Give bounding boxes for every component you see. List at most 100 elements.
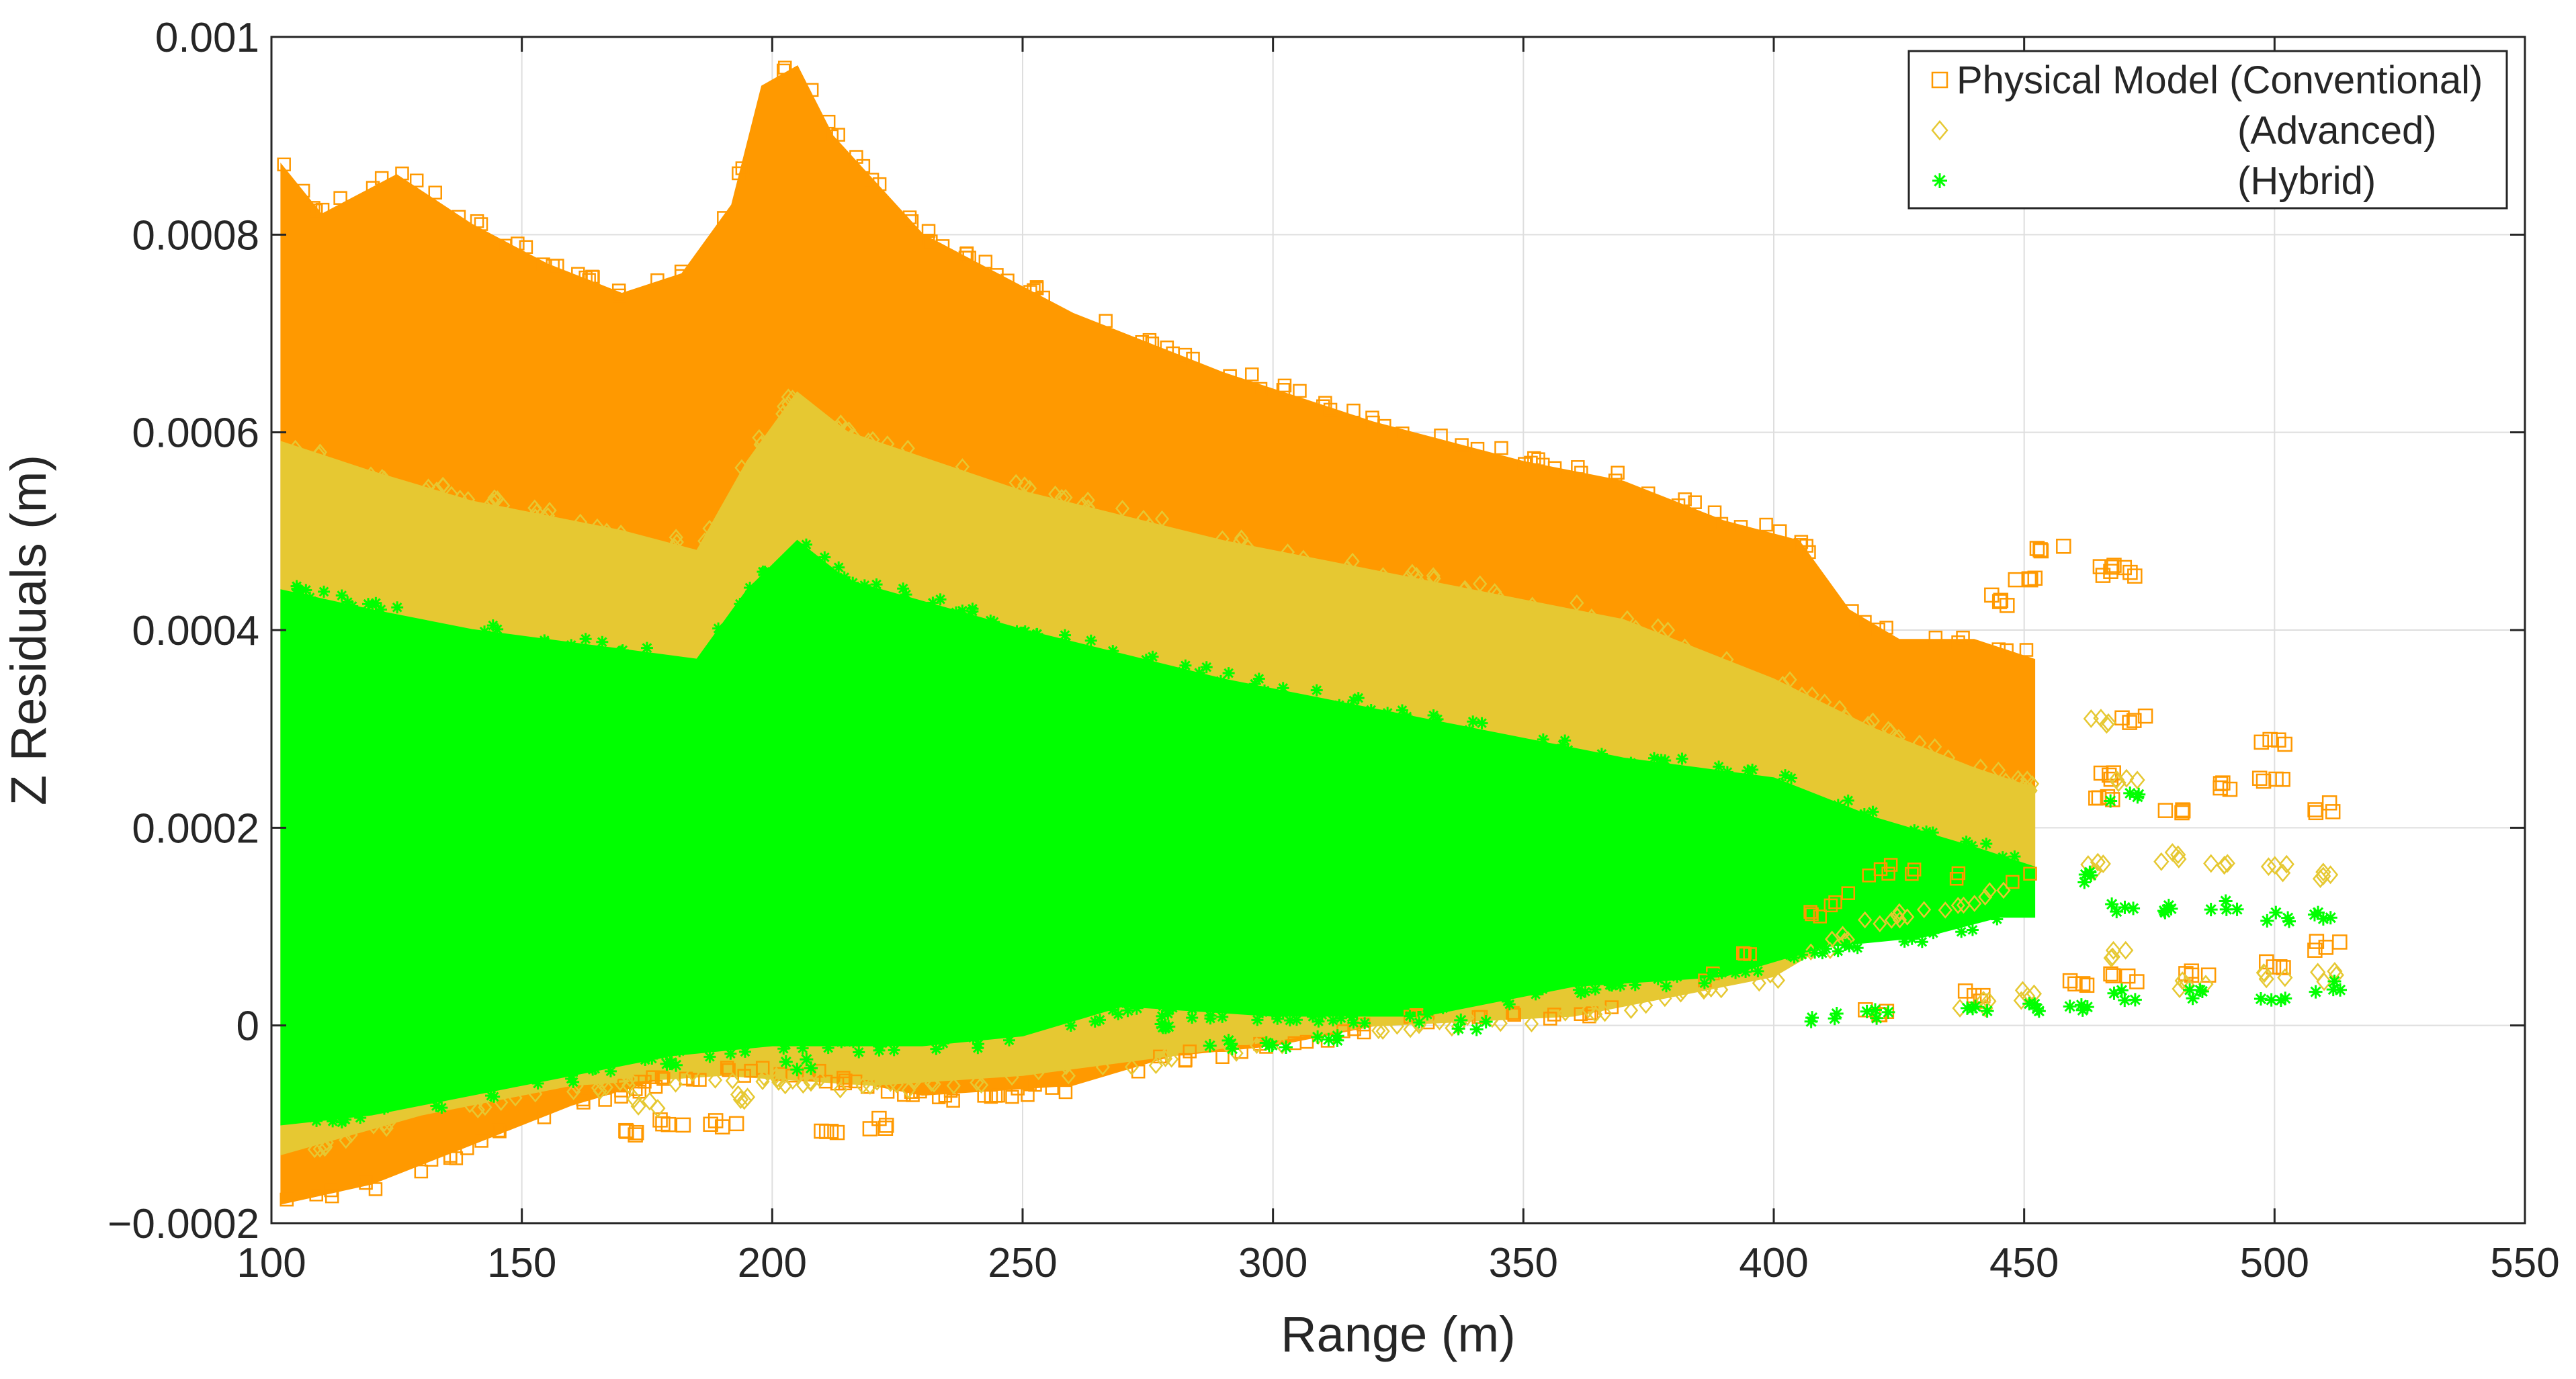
data-point bbox=[720, 1061, 734, 1075]
data-point bbox=[1982, 882, 1997, 899]
data-point bbox=[339, 1131, 353, 1149]
data-point bbox=[377, 1114, 392, 1132]
x-tick-label: 250 bbox=[988, 1240, 1057, 1286]
data-point bbox=[589, 1063, 601, 1075]
data-point bbox=[2137, 708, 2153, 724]
data-point bbox=[978, 255, 993, 269]
data-point bbox=[804, 1061, 818, 1075]
data-point bbox=[1277, 682, 1289, 695]
data-point bbox=[735, 161, 750, 175]
data-point bbox=[1265, 1038, 1279, 1052]
data-point bbox=[2131, 790, 2145, 804]
data-point bbox=[1455, 438, 1469, 452]
data-point bbox=[2274, 863, 2291, 883]
data-point bbox=[2088, 790, 2104, 806]
data-point bbox=[707, 1071, 723, 1089]
data-point bbox=[908, 1072, 922, 1090]
data-point bbox=[1432, 1013, 1447, 1030]
data-point bbox=[1996, 881, 2011, 899]
data-point bbox=[930, 1042, 943, 1055]
data-point bbox=[2316, 911, 2330, 926]
data-point bbox=[959, 246, 974, 261]
data-point bbox=[1719, 651, 1734, 668]
data-point bbox=[536, 257, 550, 271]
data-point bbox=[732, 166, 746, 181]
data-point bbox=[2200, 967, 2217, 983]
data-point bbox=[1556, 739, 1569, 752]
data-point bbox=[1270, 1007, 1283, 1020]
data-point bbox=[2023, 866, 2037, 881]
x-tick-label: 100 bbox=[237, 1240, 306, 1286]
data-point bbox=[312, 443, 327, 461]
data-point bbox=[2114, 983, 2129, 997]
data-point bbox=[1838, 938, 1851, 951]
data-point bbox=[938, 1089, 953, 1103]
data-point bbox=[1436, 1002, 1449, 1014]
data-point bbox=[1865, 712, 1881, 730]
data-point bbox=[1060, 637, 1072, 650]
data-point bbox=[1463, 723, 1476, 736]
data-point bbox=[309, 204, 323, 218]
data-point bbox=[1485, 1010, 1500, 1028]
data-point bbox=[1200, 661, 1213, 674]
data-point bbox=[779, 1055, 793, 1069]
data-point bbox=[838, 420, 853, 438]
data-point bbox=[822, 1042, 834, 1055]
data-point bbox=[1296, 549, 1311, 568]
data-point bbox=[1400, 569, 1415, 587]
data-point bbox=[1290, 1014, 1303, 1026]
data-point bbox=[1657, 760, 1670, 773]
data-point bbox=[2022, 997, 2036, 1011]
data-point bbox=[1223, 369, 1237, 384]
data-point bbox=[1832, 799, 1844, 811]
data-point bbox=[1763, 966, 1778, 984]
data-point bbox=[1146, 650, 1159, 663]
data-point bbox=[2307, 802, 2323, 817]
data-point bbox=[1881, 721, 1896, 738]
data-point bbox=[2275, 771, 2290, 787]
data-point bbox=[1404, 1010, 1416, 1022]
data-point bbox=[307, 1141, 322, 1159]
data-point bbox=[478, 1098, 492, 1116]
x-tick-label: 300 bbox=[1238, 1240, 1307, 1286]
data-point bbox=[974, 1076, 989, 1094]
data-point bbox=[752, 429, 767, 447]
data-point bbox=[1677, 638, 1692, 656]
data-point bbox=[2033, 543, 2049, 559]
data-point bbox=[1628, 619, 1643, 637]
data-point bbox=[1714, 517, 1729, 531]
data-point bbox=[707, 1113, 724, 1128]
data-point bbox=[1570, 594, 1584, 612]
data-point bbox=[1467, 715, 1479, 728]
data-point bbox=[1232, 533, 1248, 550]
data-point bbox=[1326, 1014, 1339, 1027]
data-point bbox=[2309, 934, 2325, 949]
data-point bbox=[1334, 1012, 1347, 1024]
data-point bbox=[1892, 903, 1907, 921]
data-point bbox=[1832, 699, 1847, 717]
data-point bbox=[1802, 545, 1816, 560]
data-point bbox=[2277, 736, 2292, 752]
data-point bbox=[1998, 772, 2013, 790]
data-point bbox=[1957, 840, 1970, 853]
data-point bbox=[967, 1031, 980, 1044]
data-point bbox=[1561, 744, 1574, 756]
data-point bbox=[2327, 975, 2342, 988]
data-point bbox=[1245, 367, 1259, 382]
data-point bbox=[902, 210, 917, 224]
data-point bbox=[452, 490, 468, 507]
data-point bbox=[1258, 684, 1271, 697]
data-point bbox=[646, 1052, 658, 1065]
data-point bbox=[2309, 985, 2323, 999]
data-point bbox=[858, 579, 871, 592]
data-point bbox=[755, 1073, 770, 1091]
data-point bbox=[593, 1082, 607, 1100]
data-point bbox=[317, 1139, 333, 1157]
data-point bbox=[1140, 654, 1152, 666]
data-point bbox=[946, 1094, 960, 1108]
data-point bbox=[1625, 756, 1637, 769]
data-point bbox=[462, 1096, 477, 1114]
data-point bbox=[1956, 896, 1971, 914]
data-point bbox=[1031, 627, 1043, 640]
data-point bbox=[1838, 709, 1854, 727]
